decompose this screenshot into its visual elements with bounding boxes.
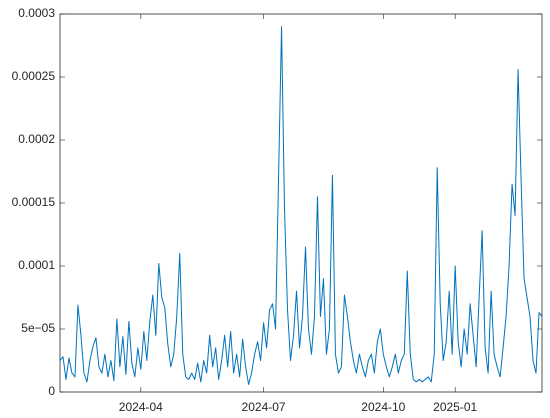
y-tick-label: 0.00015 (12, 195, 56, 209)
y-tick-label: 0.0003 (18, 6, 55, 20)
x-tick-label: 2024-04 (119, 400, 163, 414)
x-tick-label: 2024-07 (242, 400, 286, 414)
plot-frame (59, 13, 543, 393)
y-tick-label: 5e−05 (21, 321, 55, 335)
y-tick-label: 0.0001 (18, 258, 55, 272)
x-tick-label: 2024-10 (361, 400, 405, 414)
line-series (59, 26, 543, 385)
y-tick-label: 0.00025 (12, 69, 56, 83)
y-tick-label: 0.0002 (18, 132, 55, 146)
x-tick-label: 2025-01 (433, 400, 477, 414)
y-tick-label: 0 (48, 384, 55, 398)
